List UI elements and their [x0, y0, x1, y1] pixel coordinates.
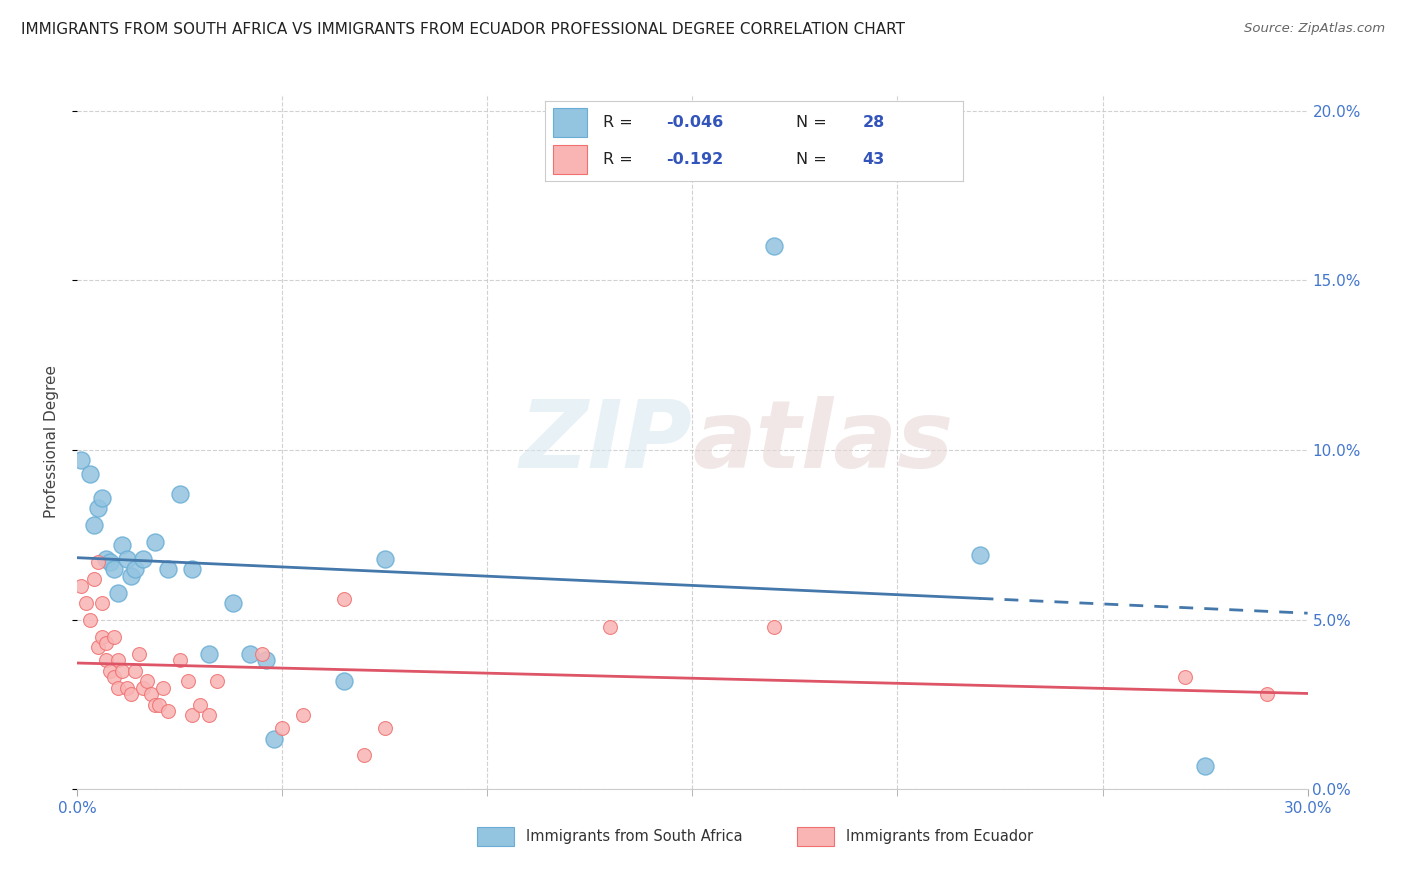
Point — [254, 653, 277, 667]
Point — [70, 579, 93, 593]
Point — [107, 585, 129, 599]
Text: Immigrants from Ecuador: Immigrants from Ecuador — [846, 830, 1033, 844]
Point — [148, 698, 170, 712]
Point — [107, 653, 129, 667]
Point — [111, 538, 134, 552]
Point — [263, 731, 285, 746]
Point — [75, 596, 97, 610]
Point — [94, 636, 117, 650]
Point — [90, 491, 114, 505]
Point — [98, 555, 121, 569]
Point — [115, 681, 138, 695]
Y-axis label: Professional Degree: Professional Degree — [44, 365, 59, 518]
Point — [124, 664, 146, 678]
Point — [141, 687, 163, 701]
Point — [90, 630, 114, 644]
Point — [124, 562, 146, 576]
Point — [763, 619, 786, 633]
Point — [70, 453, 93, 467]
Point — [1174, 670, 1197, 684]
Point — [374, 722, 396, 736]
Point — [87, 640, 110, 654]
Point — [188, 698, 212, 712]
Point — [120, 568, 142, 582]
Text: ZIP: ZIP — [520, 395, 693, 488]
FancyBboxPatch shape — [477, 827, 515, 847]
Point — [103, 562, 125, 576]
Point — [94, 653, 117, 667]
Point — [374, 551, 396, 566]
Point — [169, 487, 191, 501]
Point — [115, 551, 138, 566]
Text: Source: ZipAtlas.com: Source: ZipAtlas.com — [1244, 22, 1385, 36]
Point — [156, 562, 179, 576]
Point — [103, 670, 125, 684]
Point — [90, 596, 114, 610]
Point — [136, 673, 159, 688]
Point — [291, 707, 314, 722]
Point — [111, 664, 134, 678]
Text: Immigrants from South Africa: Immigrants from South Africa — [526, 830, 742, 844]
Point — [169, 653, 191, 667]
Text: atlas: atlas — [693, 395, 953, 488]
Point — [197, 707, 219, 722]
Text: IMMIGRANTS FROM SOUTH AFRICA VS IMMIGRANTS FROM ECUADOR PROFESSIONAL DEGREE CORR: IMMIGRANTS FROM SOUTH AFRICA VS IMMIGRAN… — [21, 22, 905, 37]
Point — [120, 687, 142, 701]
Point — [271, 722, 294, 736]
Point — [128, 647, 150, 661]
Point — [103, 630, 125, 644]
Point — [177, 673, 200, 688]
Point — [205, 673, 228, 688]
Point — [83, 572, 105, 586]
Point — [156, 704, 179, 718]
Point — [333, 592, 356, 607]
Point — [87, 555, 110, 569]
Point — [763, 239, 786, 253]
Point — [1256, 687, 1278, 701]
Point — [94, 551, 117, 566]
Point — [143, 698, 166, 712]
Point — [1194, 758, 1216, 772]
Point — [197, 647, 219, 661]
Point — [79, 467, 101, 481]
Point — [969, 548, 991, 562]
Point — [132, 681, 155, 695]
Point — [83, 517, 105, 532]
Point — [239, 647, 262, 661]
Point — [599, 619, 621, 633]
Point — [152, 681, 174, 695]
Point — [333, 673, 356, 688]
Point — [87, 500, 110, 515]
Point — [250, 647, 273, 661]
Point — [353, 748, 375, 763]
Point — [132, 551, 155, 566]
Point — [79, 613, 101, 627]
Point — [143, 534, 166, 549]
FancyBboxPatch shape — [797, 827, 834, 847]
Point — [181, 707, 204, 722]
Point — [107, 681, 129, 695]
Point — [98, 664, 121, 678]
Point — [222, 596, 245, 610]
Point — [181, 562, 204, 576]
